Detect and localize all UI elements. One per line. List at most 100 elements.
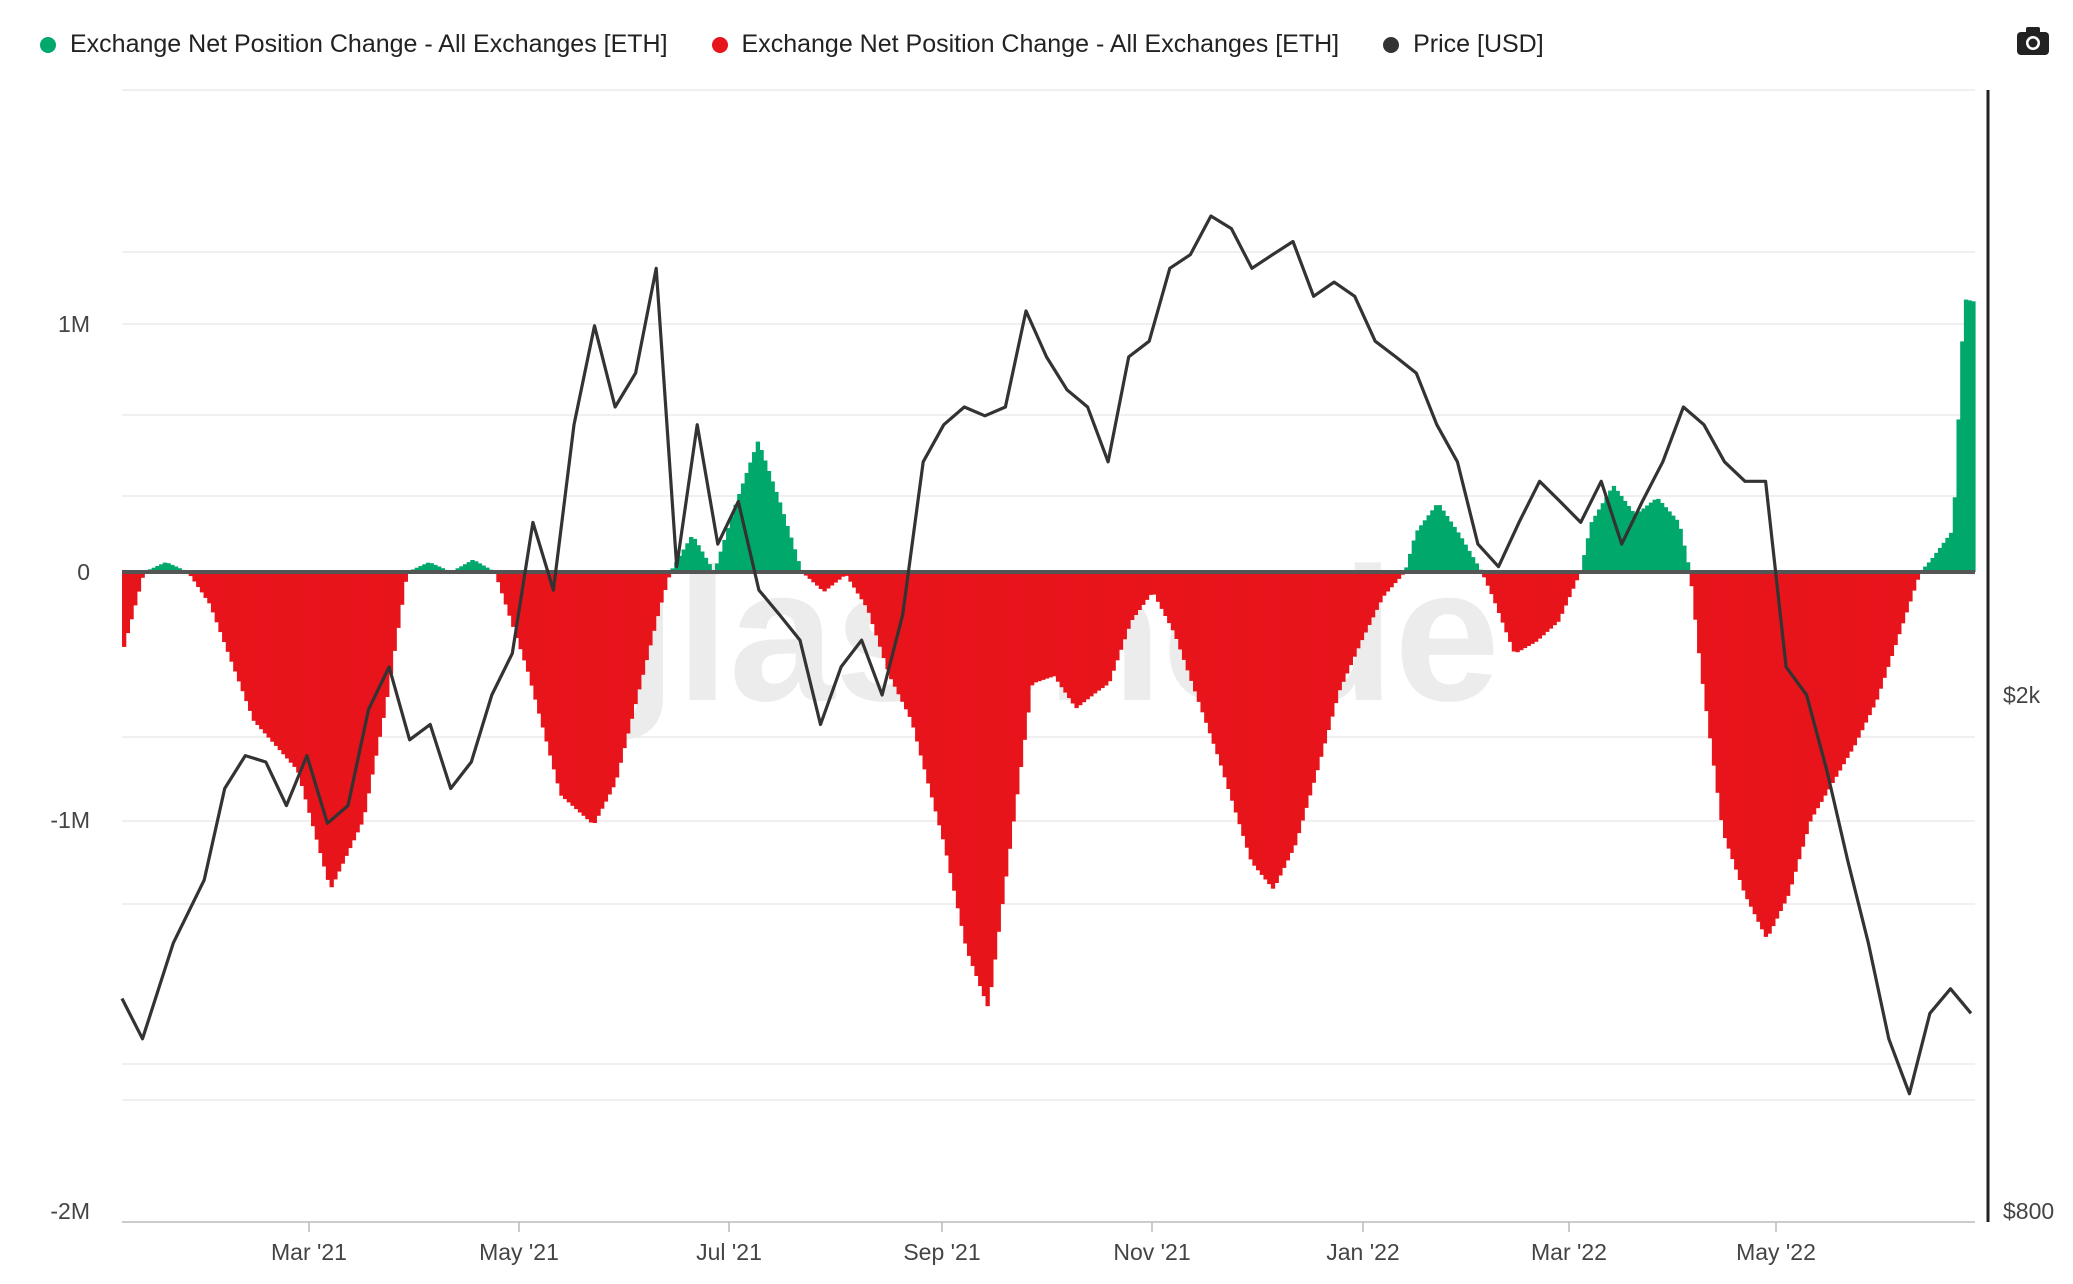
outflow-bar (970, 572, 975, 966)
outflow-bar (381, 572, 386, 718)
legend-label-price: Price [USD] (1413, 30, 1544, 58)
inflow-bar (792, 549, 798, 572)
outflow-bar (537, 572, 542, 714)
inflow-bar (151, 567, 156, 572)
legend-item-negative-net-change[interactable]: Exchange Net Position Change - All Excha… (711, 30, 1339, 59)
left-y-axis: 1M 0 -1M -2M (50, 311, 90, 1224)
outflow-bar (659, 572, 664, 603)
outflow-bar (1341, 572, 1346, 682)
outflow-bar (1737, 572, 1743, 880)
outflow-bar (1026, 572, 1031, 713)
inflow-bar (437, 566, 442, 572)
outflow-bar (1029, 572, 1035, 686)
outflow-bar (622, 572, 627, 749)
outflow-bar (996, 572, 1001, 932)
outflow-bar (1215, 572, 1220, 755)
outflow-bar (915, 572, 920, 742)
inflow-bar (1467, 550, 1472, 572)
outflow-bar (611, 572, 616, 788)
x-tick-label: Mar '21 (271, 1239, 347, 1265)
inflow-bar (700, 551, 705, 572)
outflow-bar (570, 572, 575, 806)
outflow-bar (818, 572, 824, 589)
outflow-bar (1333, 572, 1339, 704)
inflow-bar (1667, 511, 1672, 572)
outflow-bar (136, 572, 142, 592)
outflow-bar (503, 572, 509, 605)
outflow-bar (1815, 572, 1820, 809)
outflow-bar (1133, 572, 1139, 615)
inflow-bar (785, 525, 790, 572)
outflow-bar (388, 572, 394, 674)
inflow-bar (459, 566, 464, 572)
outflow-bar (826, 572, 831, 589)
outflow-bar (974, 572, 979, 976)
outflow-bar (529, 572, 534, 686)
outflow-bar (1155, 572, 1161, 602)
outflow-bar (1889, 572, 1895, 656)
outflow-bar (340, 572, 345, 864)
outflow-bar (833, 572, 838, 583)
outflow-bar (1726, 572, 1732, 849)
outflow-bar (285, 572, 290, 759)
outflow-bar (1734, 572, 1739, 870)
outflow-bar (1055, 572, 1061, 682)
outflow-bar (229, 572, 234, 662)
outflow-bar (929, 572, 935, 798)
outflow-bar (1745, 572, 1750, 900)
inflow-bar (170, 564, 175, 572)
outflow-bar (1874, 572, 1880, 700)
outflow-bar (985, 572, 990, 1007)
inflow-bar (1474, 563, 1479, 572)
outflow-bar (1530, 572, 1535, 644)
outflow-bar (574, 572, 579, 810)
outflow-bar (1915, 572, 1921, 580)
outflow-bar (889, 572, 894, 680)
inflow-bar (166, 563, 171, 572)
inflow-bar (696, 545, 701, 572)
outflow-bar (544, 572, 549, 742)
outflow-bar (1063, 572, 1068, 693)
outflow-bar (1552, 572, 1557, 626)
outflow-bar (840, 572, 846, 577)
outflow-bar (1033, 572, 1038, 683)
outflow-bar (1489, 572, 1494, 595)
inflow-bar (1411, 540, 1416, 572)
inflow-bar (1971, 301, 1976, 572)
outflow-bar (1315, 572, 1320, 771)
outflow-bar (815, 572, 820, 586)
outflow-bar (1059, 572, 1064, 688)
outflow-bar (1307, 572, 1313, 796)
inflow-bar (481, 565, 486, 572)
outflow-bar (811, 572, 816, 583)
inflow-bar (422, 564, 427, 572)
outflow-bar (1860, 572, 1865, 731)
outflow-bar (307, 572, 312, 813)
outflow-bar (518, 572, 523, 650)
x-tick-label: Sep '21 (903, 1239, 980, 1265)
outflow-bar (1348, 572, 1353, 666)
outflow-bar (362, 572, 368, 813)
legend-item-positive-net-change[interactable]: Exchange Net Position Change - All Excha… (40, 30, 668, 59)
inflow-bar (462, 564, 468, 572)
legend-item-price[interactable]: Price [USD] (1383, 30, 1544, 59)
outflow-bar (248, 572, 253, 711)
camera-icon[interactable] (2016, 26, 2050, 56)
outflow-bar (207, 572, 212, 604)
outflow-bar (1018, 572, 1024, 767)
outflow-bar (1263, 572, 1268, 880)
outflow-bar (1092, 572, 1098, 694)
outflow-bar (1908, 572, 1913, 602)
outflow-bar (318, 572, 323, 854)
outflow-bar (588, 572, 594, 823)
outflow-bar (822, 572, 827, 592)
inflow-bar (425, 562, 431, 572)
outflow-bar (1793, 572, 1798, 872)
outflow-bar (1370, 572, 1376, 618)
outflow-bar (837, 572, 842, 580)
outflow-bar (1837, 572, 1843, 771)
inflow-bar (1641, 508, 1646, 572)
inflow-bar (722, 539, 727, 572)
inflow-bar (1437, 505, 1442, 572)
outflow-bar (1482, 572, 1487, 578)
